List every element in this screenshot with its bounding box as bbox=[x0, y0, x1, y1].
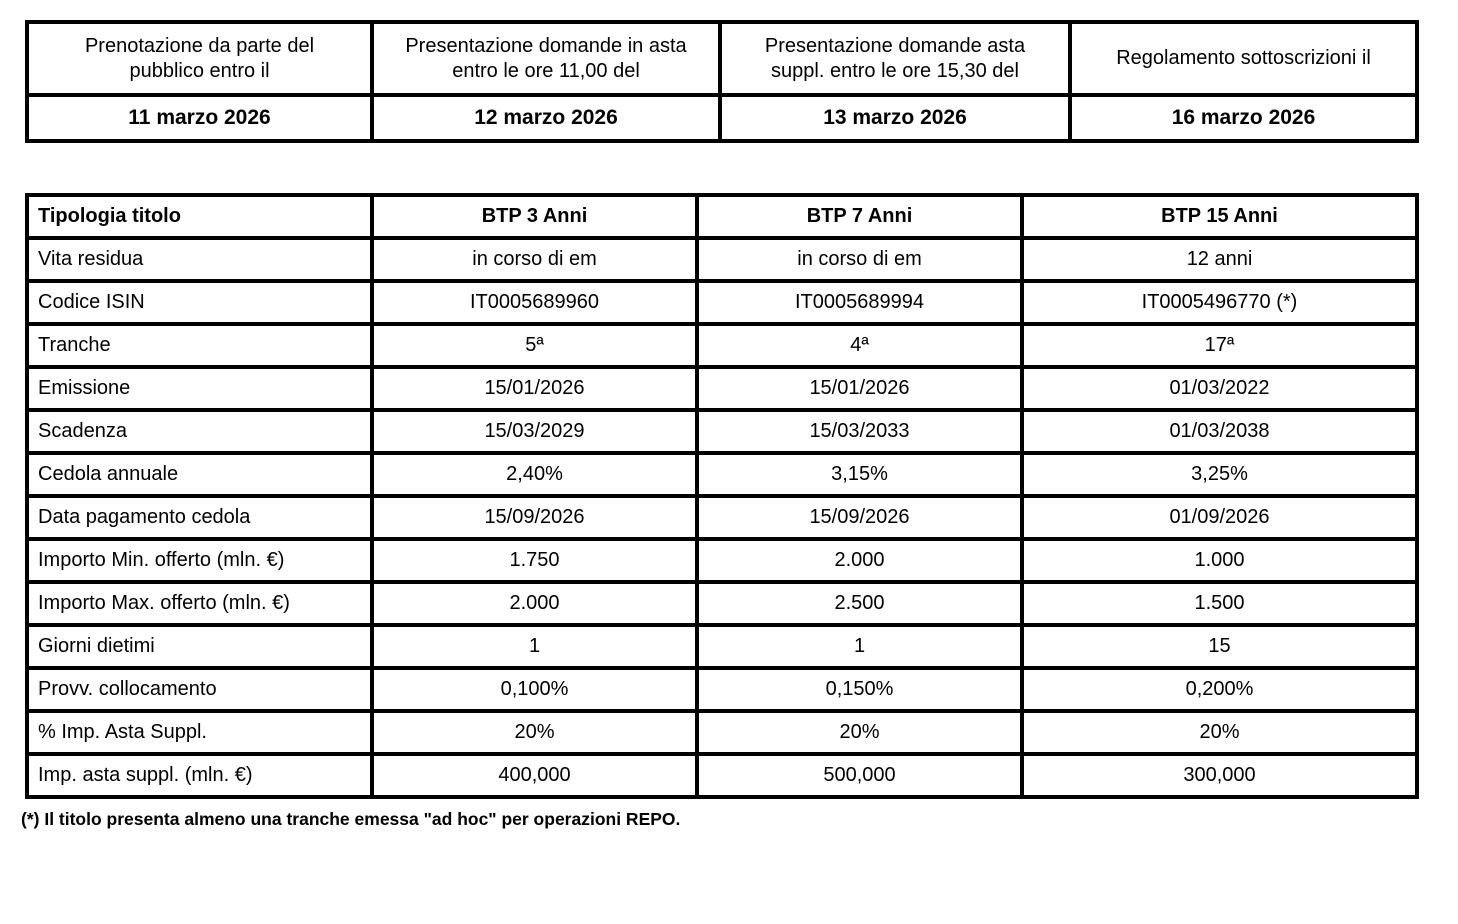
table-row-tipologia: Tipologia titolo BTP 3 Anni BTP 7 Anni B… bbox=[27, 195, 1417, 238]
cell-btp15: 17ª bbox=[1022, 324, 1417, 367]
schedule-date-domande-asta: 12 marzo 2026 bbox=[372, 95, 720, 141]
repo-footnote: (*) Il titolo presenta almeno una tranch… bbox=[21, 809, 681, 829]
row-label: Emissione bbox=[27, 367, 372, 410]
schedule-date-row: 11 marzo 2026 12 marzo 2026 13 marzo 202… bbox=[27, 95, 1417, 141]
schedule-header-row: Prenotazione da parte del pubblico entro… bbox=[27, 22, 1417, 95]
cell-btp7: 3,15% bbox=[697, 453, 1022, 496]
cell-btp7: in corso di em bbox=[697, 238, 1022, 281]
cell-btp7: 0,150% bbox=[697, 668, 1022, 711]
table-row-tranche: Tranche 5ª 4ª 17ª bbox=[27, 324, 1417, 367]
document-page: Prenotazione da parte del pubblico entro… bbox=[21, 20, 1458, 829]
cell-btp3: 15/09/2026 bbox=[372, 496, 697, 539]
schedule-header-asta-suppl: Presentazione domande asta suppl. entro … bbox=[720, 22, 1070, 95]
schedule-header-regolamento: Regolamento sottoscrizioni il bbox=[1070, 22, 1417, 95]
cell-btp15: 3,25% bbox=[1022, 453, 1417, 496]
cell-btp3: 2.000 bbox=[372, 582, 697, 625]
table-row-perc-imp-asta-suppl: % Imp. Asta Suppl. 20% 20% 20% bbox=[27, 711, 1417, 754]
cell-btp7: 15/03/2033 bbox=[697, 410, 1022, 453]
cell-btp15: BTP 15 Anni bbox=[1022, 195, 1417, 238]
cell-btp15: 01/03/2038 bbox=[1022, 410, 1417, 453]
cell-btp7: 2.000 bbox=[697, 539, 1022, 582]
cell-btp3: BTP 3 Anni bbox=[372, 195, 697, 238]
table-row-imp-asta-suppl: Imp. asta suppl. (mln. €) 400,000 500,00… bbox=[27, 754, 1417, 797]
row-label: Tranche bbox=[27, 324, 372, 367]
auction-schedule-table: Prenotazione da parte del pubblico entro… bbox=[25, 20, 1419, 143]
cell-btp15: 20% bbox=[1022, 711, 1417, 754]
cell-btp7: 2.500 bbox=[697, 582, 1022, 625]
table-row-importo-min: Importo Min. offerto (mln. €) 1.750 2.00… bbox=[27, 539, 1417, 582]
cell-btp15: 01/03/2022 bbox=[1022, 367, 1417, 410]
cell-btp7: 20% bbox=[697, 711, 1022, 754]
row-label: Importo Max. offerto (mln. €) bbox=[27, 582, 372, 625]
schedule-header-prenotazione: Prenotazione da parte del pubblico entro… bbox=[27, 22, 372, 95]
cell-btp7: 15/01/2026 bbox=[697, 367, 1022, 410]
row-label: Cedola annuale bbox=[27, 453, 372, 496]
table-row-importo-max: Importo Max. offerto (mln. €) 2.000 2.50… bbox=[27, 582, 1417, 625]
cell-btp3: 20% bbox=[372, 711, 697, 754]
cell-btp7: 1 bbox=[697, 625, 1022, 668]
cell-btp15: 1.000 bbox=[1022, 539, 1417, 582]
row-label: % Imp. Asta Suppl. bbox=[27, 711, 372, 754]
cell-btp3: 5ª bbox=[372, 324, 697, 367]
cell-btp3: 1 bbox=[372, 625, 697, 668]
row-label: Giorni dietimi bbox=[27, 625, 372, 668]
table-row-giorni-dietimi: Giorni dietimi 1 1 15 bbox=[27, 625, 1417, 668]
securities-details-table: Tipologia titolo BTP 3 Anni BTP 7 Anni B… bbox=[25, 193, 1419, 799]
cell-btp7: 15/09/2026 bbox=[697, 496, 1022, 539]
cell-btp3: 1.750 bbox=[372, 539, 697, 582]
row-label: Importo Min. offerto (mln. €) bbox=[27, 539, 372, 582]
cell-btp3: 400,000 bbox=[372, 754, 697, 797]
cell-btp7: IT0005689994 bbox=[697, 281, 1022, 324]
cell-btp7: 4ª bbox=[697, 324, 1022, 367]
schedule-date-regolamento: 16 marzo 2026 bbox=[1070, 95, 1417, 141]
cell-btp3: IT0005689960 bbox=[372, 281, 697, 324]
row-label: Imp. asta suppl. (mln. €) bbox=[27, 754, 372, 797]
row-label: Codice ISIN bbox=[27, 281, 372, 324]
row-label: Tipologia titolo bbox=[27, 195, 372, 238]
cell-btp15: IT0005496770 (*) bbox=[1022, 281, 1417, 324]
cell-btp15: 1.500 bbox=[1022, 582, 1417, 625]
cell-btp7: BTP 7 Anni bbox=[697, 195, 1022, 238]
table-row-provv-collocamento: Provv. collocamento 0,100% 0,150% 0,200% bbox=[27, 668, 1417, 711]
cell-btp3: 0,100% bbox=[372, 668, 697, 711]
cell-btp3: 2,40% bbox=[372, 453, 697, 496]
cell-btp7: 500,000 bbox=[697, 754, 1022, 797]
cell-btp3: in corso di em bbox=[372, 238, 697, 281]
table-row-cedola-annuale: Cedola annuale 2,40% 3,15% 3,25% bbox=[27, 453, 1417, 496]
cell-btp3: 15/01/2026 bbox=[372, 367, 697, 410]
table-row-vita-residua: Vita residua in corso di em in corso di … bbox=[27, 238, 1417, 281]
schedule-date-prenotazione: 11 marzo 2026 bbox=[27, 95, 372, 141]
table-row-data-pagamento-cedola: Data pagamento cedola 15/09/2026 15/09/2… bbox=[27, 496, 1417, 539]
schedule-date-asta-suppl: 13 marzo 2026 bbox=[720, 95, 1070, 141]
table-row-scadenza: Scadenza 15/03/2029 15/03/2033 01/03/203… bbox=[27, 410, 1417, 453]
table-row-emissione: Emissione 15/01/2026 15/01/2026 01/03/20… bbox=[27, 367, 1417, 410]
cell-btp15: 15 bbox=[1022, 625, 1417, 668]
table-spacer bbox=[25, 143, 1458, 193]
table-row-codice-isin: Codice ISIN IT0005689960 IT0005689994 IT… bbox=[27, 281, 1417, 324]
row-label: Scadenza bbox=[27, 410, 372, 453]
row-label: Data pagamento cedola bbox=[27, 496, 372, 539]
cell-btp15: 12 anni bbox=[1022, 238, 1417, 281]
row-label: Provv. collocamento bbox=[27, 668, 372, 711]
cell-btp15: 300,000 bbox=[1022, 754, 1417, 797]
row-label: Vita residua bbox=[27, 238, 372, 281]
cell-btp15: 0,200% bbox=[1022, 668, 1417, 711]
cell-btp3: 15/03/2029 bbox=[372, 410, 697, 453]
schedule-header-domande-asta: Presentazione domande in asta entro le o… bbox=[372, 22, 720, 95]
cell-btp15: 01/09/2026 bbox=[1022, 496, 1417, 539]
